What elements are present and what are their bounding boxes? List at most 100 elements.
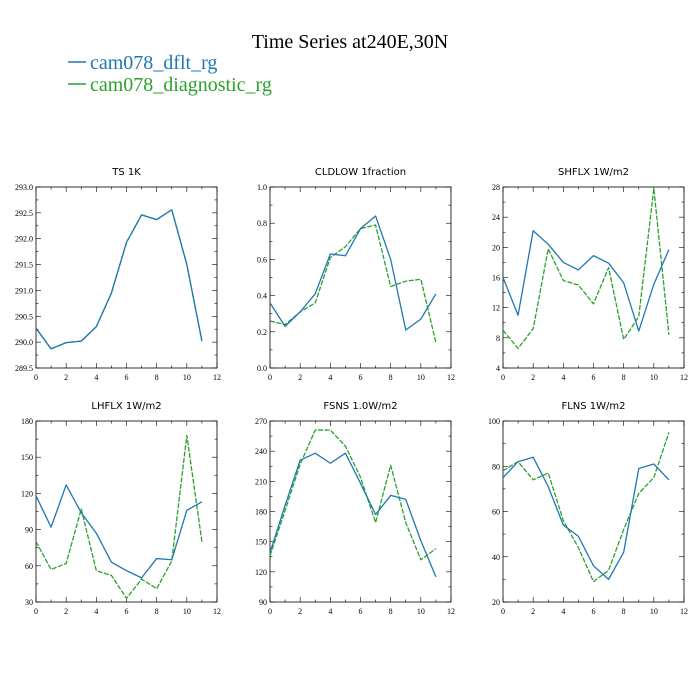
x-tick-label-lhflx: 6 <box>125 607 129 616</box>
chart-title-flns: FLNS 1W/m2 <box>561 401 625 412</box>
x-tick-label-shflx: 10 <box>650 373 658 382</box>
chart-ts: TS 1K 0 2 4 6 8 10 12 289.5 290.0 290.5 291.0 291.5 2… <box>15 167 221 382</box>
legend-label-diagnostic: cam078_diagnostic_rg <box>90 74 272 96</box>
x-tick-label-fsns: 6 <box>359 607 363 616</box>
plot-frame-fsns <box>269 420 452 603</box>
x-tick-label-flns: 12 <box>680 607 688 616</box>
x-tick-label-flns: 0 <box>501 607 505 616</box>
x-tick-label-shflx: 2 <box>531 373 535 382</box>
x-tick-label-lhflx: 4 <box>94 607 98 616</box>
chart-cldlow: CLDLOW 1fraction 0 2 4 6 8 10 12 0.0 0.2 0.4 0.6 0.8… <box>257 167 455 382</box>
x-tick-label-fsns: 2 <box>298 607 302 616</box>
y-tick-label-ts: 289.5 <box>15 364 33 373</box>
series-line-diagnostic-flns <box>502 432 670 583</box>
chart-fsns: FSNS 1.0W/m2 0 2 4 6 8 10 12 90 120 150 180 210 240 27… <box>255 401 455 616</box>
chart-lhflx: LHFLX 1W/m2 0 2 4 6 8 10 12 30 60 90 120 150 180 <box>21 401 221 616</box>
y-tick-label-ts: 290.5 <box>15 312 33 321</box>
x-tick-label-lhflx: 12 <box>213 607 221 616</box>
y-tick-label-lhflx: 180 <box>21 417 33 426</box>
x-tick-label-cldlow: 2 <box>298 373 302 382</box>
x-tick-label-lhflx: 10 <box>183 607 191 616</box>
x-tick-label-cldlow: 8 <box>389 373 393 382</box>
x-tick-label-lhflx: 0 <box>34 607 38 616</box>
x-tick-label-ts: 0 <box>34 373 38 382</box>
chart-title-shflx: SHFLX 1W/m2 <box>558 167 629 178</box>
x-tick-label-shflx: 6 <box>592 373 596 382</box>
series-line-dflt-flns <box>502 456 670 581</box>
x-tick-label-fsns: 12 <box>447 607 455 616</box>
series-line-dflt-fsns <box>269 452 437 578</box>
series-line-dflt-lhflx <box>35 484 203 579</box>
x-tick-label-ts: 12 <box>213 373 221 382</box>
y-tick-label-fsns: 240 <box>255 447 267 456</box>
y-tick-label-lhflx: 120 <box>21 489 33 498</box>
y-tick-label-lhflx: 30 <box>25 598 33 607</box>
y-tick-label-ts: 291.0 <box>15 286 33 295</box>
y-tick-label-cldlow: 0.8 <box>257 219 267 228</box>
x-tick-label-cldlow: 6 <box>359 373 363 382</box>
x-tick-label-ts: 8 <box>155 373 159 382</box>
chart-panels: TS 1K0 2 4 6 8 10 12289.5290.0290.5291.0291.52… <box>15 167 688 616</box>
chart-title-lhflx: LHFLX 1W/m2 <box>91 401 161 412</box>
x-tick-label-flns: 2 <box>531 607 535 616</box>
x-tick-label-shflx: 12 <box>680 373 688 382</box>
y-tick-label-shflx: 16 <box>492 274 500 283</box>
y-tick-label-cldlow: 0.0 <box>257 364 267 373</box>
chart-title-fsns: FSNS 1.0W/m2 <box>323 401 397 412</box>
x-tick-label-ts: 2 <box>64 373 68 382</box>
series-line-diagnostic-shflx <box>502 187 670 350</box>
y-tick-label-cldlow: 0.2 <box>257 328 267 337</box>
y-tick-label-fsns: 180 <box>255 508 267 517</box>
x-tick-label-shflx: 4 <box>561 373 565 382</box>
y-tick-label-fsns: 210 <box>255 477 267 486</box>
x-tick-label-cldlow: 12 <box>447 373 455 382</box>
x-tick-label-flns: 8 <box>622 607 626 616</box>
legend: cam078_dflt_rg cam078_diagnostic_rg <box>68 52 272 96</box>
plot-frame-flns <box>502 420 685 603</box>
legend-label-dflt: cam078_dflt_rg <box>90 52 217 74</box>
y-tick-label-flns: 20 <box>492 598 500 607</box>
y-tick-label-ts: 292.5 <box>15 209 33 218</box>
y-tick-label-shflx: 28 <box>492 183 500 192</box>
y-tick-label-fsns: 270 <box>255 417 267 426</box>
y-tick-label-lhflx: 150 <box>21 453 33 462</box>
y-tick-label-shflx: 4 <box>496 364 500 373</box>
y-tick-label-lhflx: 60 <box>25 562 33 571</box>
y-tick-label-ts: 291.5 <box>15 261 33 270</box>
x-tick-label-fsns: 4 <box>328 607 332 616</box>
series-line-diagnostic-lhflx <box>35 434 203 600</box>
x-tick-label-ts: 6 <box>125 373 129 382</box>
x-tick-label-shflx: 0 <box>501 373 505 382</box>
y-tick-label-cldlow: 0.4 <box>257 292 267 301</box>
x-tick-label-flns: 6 <box>592 607 596 616</box>
y-tick-label-flns: 80 <box>492 462 500 471</box>
x-tick-label-flns: 4 <box>561 607 565 616</box>
x-tick-label-cldlow: 0 <box>268 373 272 382</box>
series-line-diagnostic-cldlow <box>269 224 437 343</box>
y-tick-label-shflx: 12 <box>492 304 500 313</box>
chart-title-ts: TS 1K <box>111 167 141 178</box>
y-tick-label-cldlow: 1.0 <box>257 183 267 192</box>
y-tick-label-fsns: 120 <box>255 568 267 577</box>
y-tick-label-shflx: 24 <box>492 213 500 222</box>
x-tick-label-lhflx: 2 <box>64 607 68 616</box>
series-line-dflt-shflx <box>502 230 670 332</box>
x-tick-label-fsns: 0 <box>268 607 272 616</box>
plot-frame-lhflx <box>35 420 218 603</box>
y-tick-label-cldlow: 0.6 <box>257 255 267 264</box>
y-tick-label-ts: 290.0 <box>15 338 33 347</box>
x-tick-label-ts: 4 <box>94 373 98 382</box>
x-tick-label-flns: 10 <box>650 607 658 616</box>
y-tick-label-ts: 293.0 <box>15 183 33 192</box>
y-tick-label-fsns: 150 <box>255 538 267 547</box>
x-tick-label-cldlow: 4 <box>328 373 332 382</box>
y-tick-label-lhflx: 90 <box>25 526 33 535</box>
x-tick-label-shflx: 8 <box>622 373 626 382</box>
x-tick-label-lhflx: 8 <box>155 607 159 616</box>
y-tick-label-flns: 40 <box>492 553 500 562</box>
series-line-diagnostic-fsns <box>269 429 437 561</box>
chart-title-cldlow: CLDLOW 1fraction <box>315 167 406 178</box>
series-line-dflt-cldlow <box>269 215 437 331</box>
